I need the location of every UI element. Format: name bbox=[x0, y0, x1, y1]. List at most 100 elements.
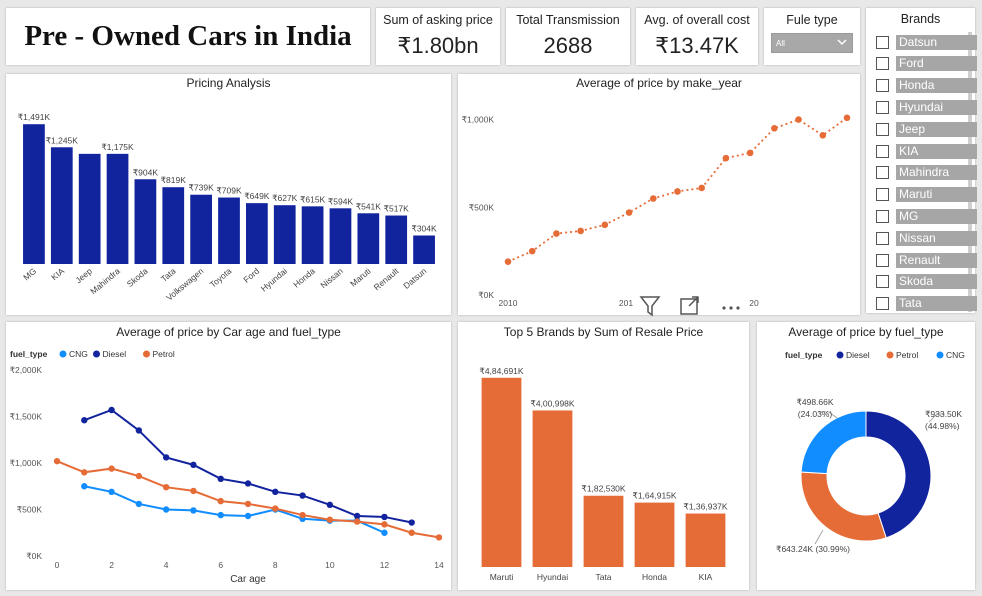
data-label: ₹517K bbox=[384, 204, 410, 214]
data-label: ₹304K bbox=[411, 224, 437, 234]
data-point bbox=[381, 513, 388, 521]
brand-option-nissan[interactable]: Nissan bbox=[876, 229, 977, 247]
x-tick-label: 2010 bbox=[499, 298, 518, 308]
chevron-down-icon bbox=[837, 39, 847, 46]
brand-option-hyundai[interactable]: Hyundai bbox=[876, 98, 977, 116]
legend-label: Petrol bbox=[153, 349, 175, 359]
data-point bbox=[108, 465, 115, 472]
brand-option-label: MG bbox=[896, 208, 977, 224]
bar bbox=[78, 153, 101, 264]
brand-option-tata[interactable]: Tata bbox=[876, 295, 977, 313]
bar bbox=[385, 215, 408, 264]
leader-line bbox=[814, 529, 824, 545]
fuel-type-slicer: Fule type All bbox=[764, 8, 860, 65]
leader-line bbox=[819, 411, 838, 419]
checkbox[interactable] bbox=[876, 297, 889, 311]
checkbox[interactable] bbox=[876, 253, 889, 267]
data-label: ₹4,84,691K bbox=[479, 366, 523, 376]
brand-option-honda[interactable]: Honda bbox=[876, 77, 977, 95]
data-point bbox=[601, 221, 609, 229]
data-point bbox=[353, 518, 361, 525]
checkbox[interactable] bbox=[876, 100, 889, 114]
data-point bbox=[244, 500, 252, 508]
checkbox[interactable] bbox=[876, 231, 889, 245]
data-point bbox=[217, 511, 224, 519]
data-point bbox=[272, 505, 279, 512]
data-point bbox=[625, 209, 633, 216]
bar bbox=[218, 197, 240, 264]
brand-option-ford[interactable]: Ford bbox=[876, 55, 977, 73]
brand-option-mg[interactable]: MG bbox=[876, 207, 977, 225]
x-tick-label: Honda bbox=[291, 266, 317, 290]
checkbox[interactable] bbox=[876, 35, 889, 49]
legend-marker bbox=[143, 350, 150, 358]
checkbox[interactable] bbox=[876, 166, 889, 180]
brand-option-label: Honda bbox=[896, 78, 977, 94]
data-label: ₹4,00,998K bbox=[530, 398, 574, 408]
brand-option-jeep[interactable]: Jeep bbox=[876, 120, 977, 138]
price-by-year-chart: ₹0K ₹500K ₹1,000K 2010 201 20 bbox=[462, 114, 851, 308]
legend-marker bbox=[936, 351, 944, 359]
bar bbox=[685, 513, 726, 567]
chart-title: Top 5 Brands by Sum of Resale Price bbox=[503, 325, 704, 339]
data-label: ₹739K bbox=[189, 183, 215, 193]
data-label: ₹649K bbox=[244, 191, 270, 201]
x-tick-label: 6 bbox=[218, 560, 223, 570]
data-label: ₹1,491K bbox=[18, 112, 51, 122]
brand-option-maruti[interactable]: Maruti bbox=[876, 186, 977, 204]
fuel-type-dropdown[interactable]: All bbox=[771, 33, 853, 53]
slice-label: ₹933.50K bbox=[925, 409, 962, 419]
checkbox[interactable] bbox=[876, 144, 889, 158]
checkbox[interactable] bbox=[876, 188, 889, 202]
price-by-age-fuel-panel: Average of price by Car age and fuel_typ… bbox=[6, 322, 451, 590]
checkbox[interactable] bbox=[876, 79, 889, 93]
brand-option-skoda[interactable]: Skoda bbox=[876, 273, 977, 291]
bar bbox=[413, 235, 435, 264]
data-point bbox=[53, 457, 61, 465]
bar bbox=[583, 495, 624, 567]
data-point bbox=[674, 188, 681, 195]
kpi-card-sum-asking-price[interactable]: Sum of asking price ₹1.80bn bbox=[376, 8, 500, 65]
slicer-label: Brands bbox=[900, 12, 941, 26]
brand-option-kia[interactable]: KIA bbox=[876, 142, 977, 160]
x-tick-label: 4 bbox=[164, 560, 169, 570]
x-tick-label: Honda bbox=[642, 572, 667, 582]
price-by-fuel-donut: fuel_type Diesel Petrol CNG ₹933.50K (44.98%)… bbox=[776, 350, 965, 554]
data-point bbox=[190, 487, 197, 495]
legend-label: Diesel bbox=[103, 349, 127, 359]
data-point bbox=[326, 516, 334, 523]
data-label: ₹615K bbox=[300, 194, 326, 204]
x-tick-label: Mahindra bbox=[88, 266, 122, 297]
brand-option-label: Renault bbox=[896, 252, 977, 268]
checkbox[interactable] bbox=[876, 209, 889, 223]
bar bbox=[23, 124, 45, 264]
slice-label: (24.03%) bbox=[798, 409, 833, 419]
filter-icon[interactable] bbox=[639, 296, 661, 317]
brand-option-mahindra[interactable]: Mahindra bbox=[876, 164, 977, 182]
brand-option-datsun[interactable]: Datsun bbox=[876, 33, 977, 51]
brand-option-label: Nissan bbox=[896, 230, 977, 246]
y-tick-label: ₹0K bbox=[478, 290, 494, 300]
data-point bbox=[353, 512, 361, 520]
checkbox[interactable] bbox=[876, 57, 889, 71]
top5-brands-chart: ₹4,84,691K Maruti ₹4,00,998K Hyundai ₹1,82,5… bbox=[479, 366, 727, 582]
data-label: ₹627K bbox=[272, 193, 298, 203]
kpi-card-total-transmission[interactable]: Total Transmission 2688 bbox=[506, 8, 630, 65]
brand-option-renault[interactable]: Renault bbox=[876, 251, 977, 269]
data-point bbox=[408, 529, 415, 536]
data-point bbox=[504, 258, 512, 265]
x-tick-label: Nissan bbox=[318, 266, 345, 291]
y-tick-label: ₹1,500K bbox=[10, 412, 43, 422]
x-tick-label: 201 bbox=[619, 298, 633, 308]
bar bbox=[134, 179, 157, 264]
focus-mode-icon[interactable] bbox=[680, 296, 699, 315]
checkbox[interactable] bbox=[876, 275, 889, 289]
checkbox[interactable] bbox=[876, 122, 889, 136]
price-by-year-panel: Average of price by make_year ₹0K ₹500K ₹1… bbox=[458, 74, 860, 315]
data-label: ₹1,82,530K bbox=[581, 484, 625, 494]
price-by-fuel-panel: Average of price by fuel_type fuel_type D… bbox=[757, 322, 975, 590]
kpi-card-avg-overall-cost[interactable]: Avg. of overall cost ₹13.47K bbox=[636, 8, 758, 65]
legend-label: CNG bbox=[946, 350, 965, 360]
data-point bbox=[299, 492, 306, 499]
more-options-icon[interactable] bbox=[722, 306, 740, 310]
